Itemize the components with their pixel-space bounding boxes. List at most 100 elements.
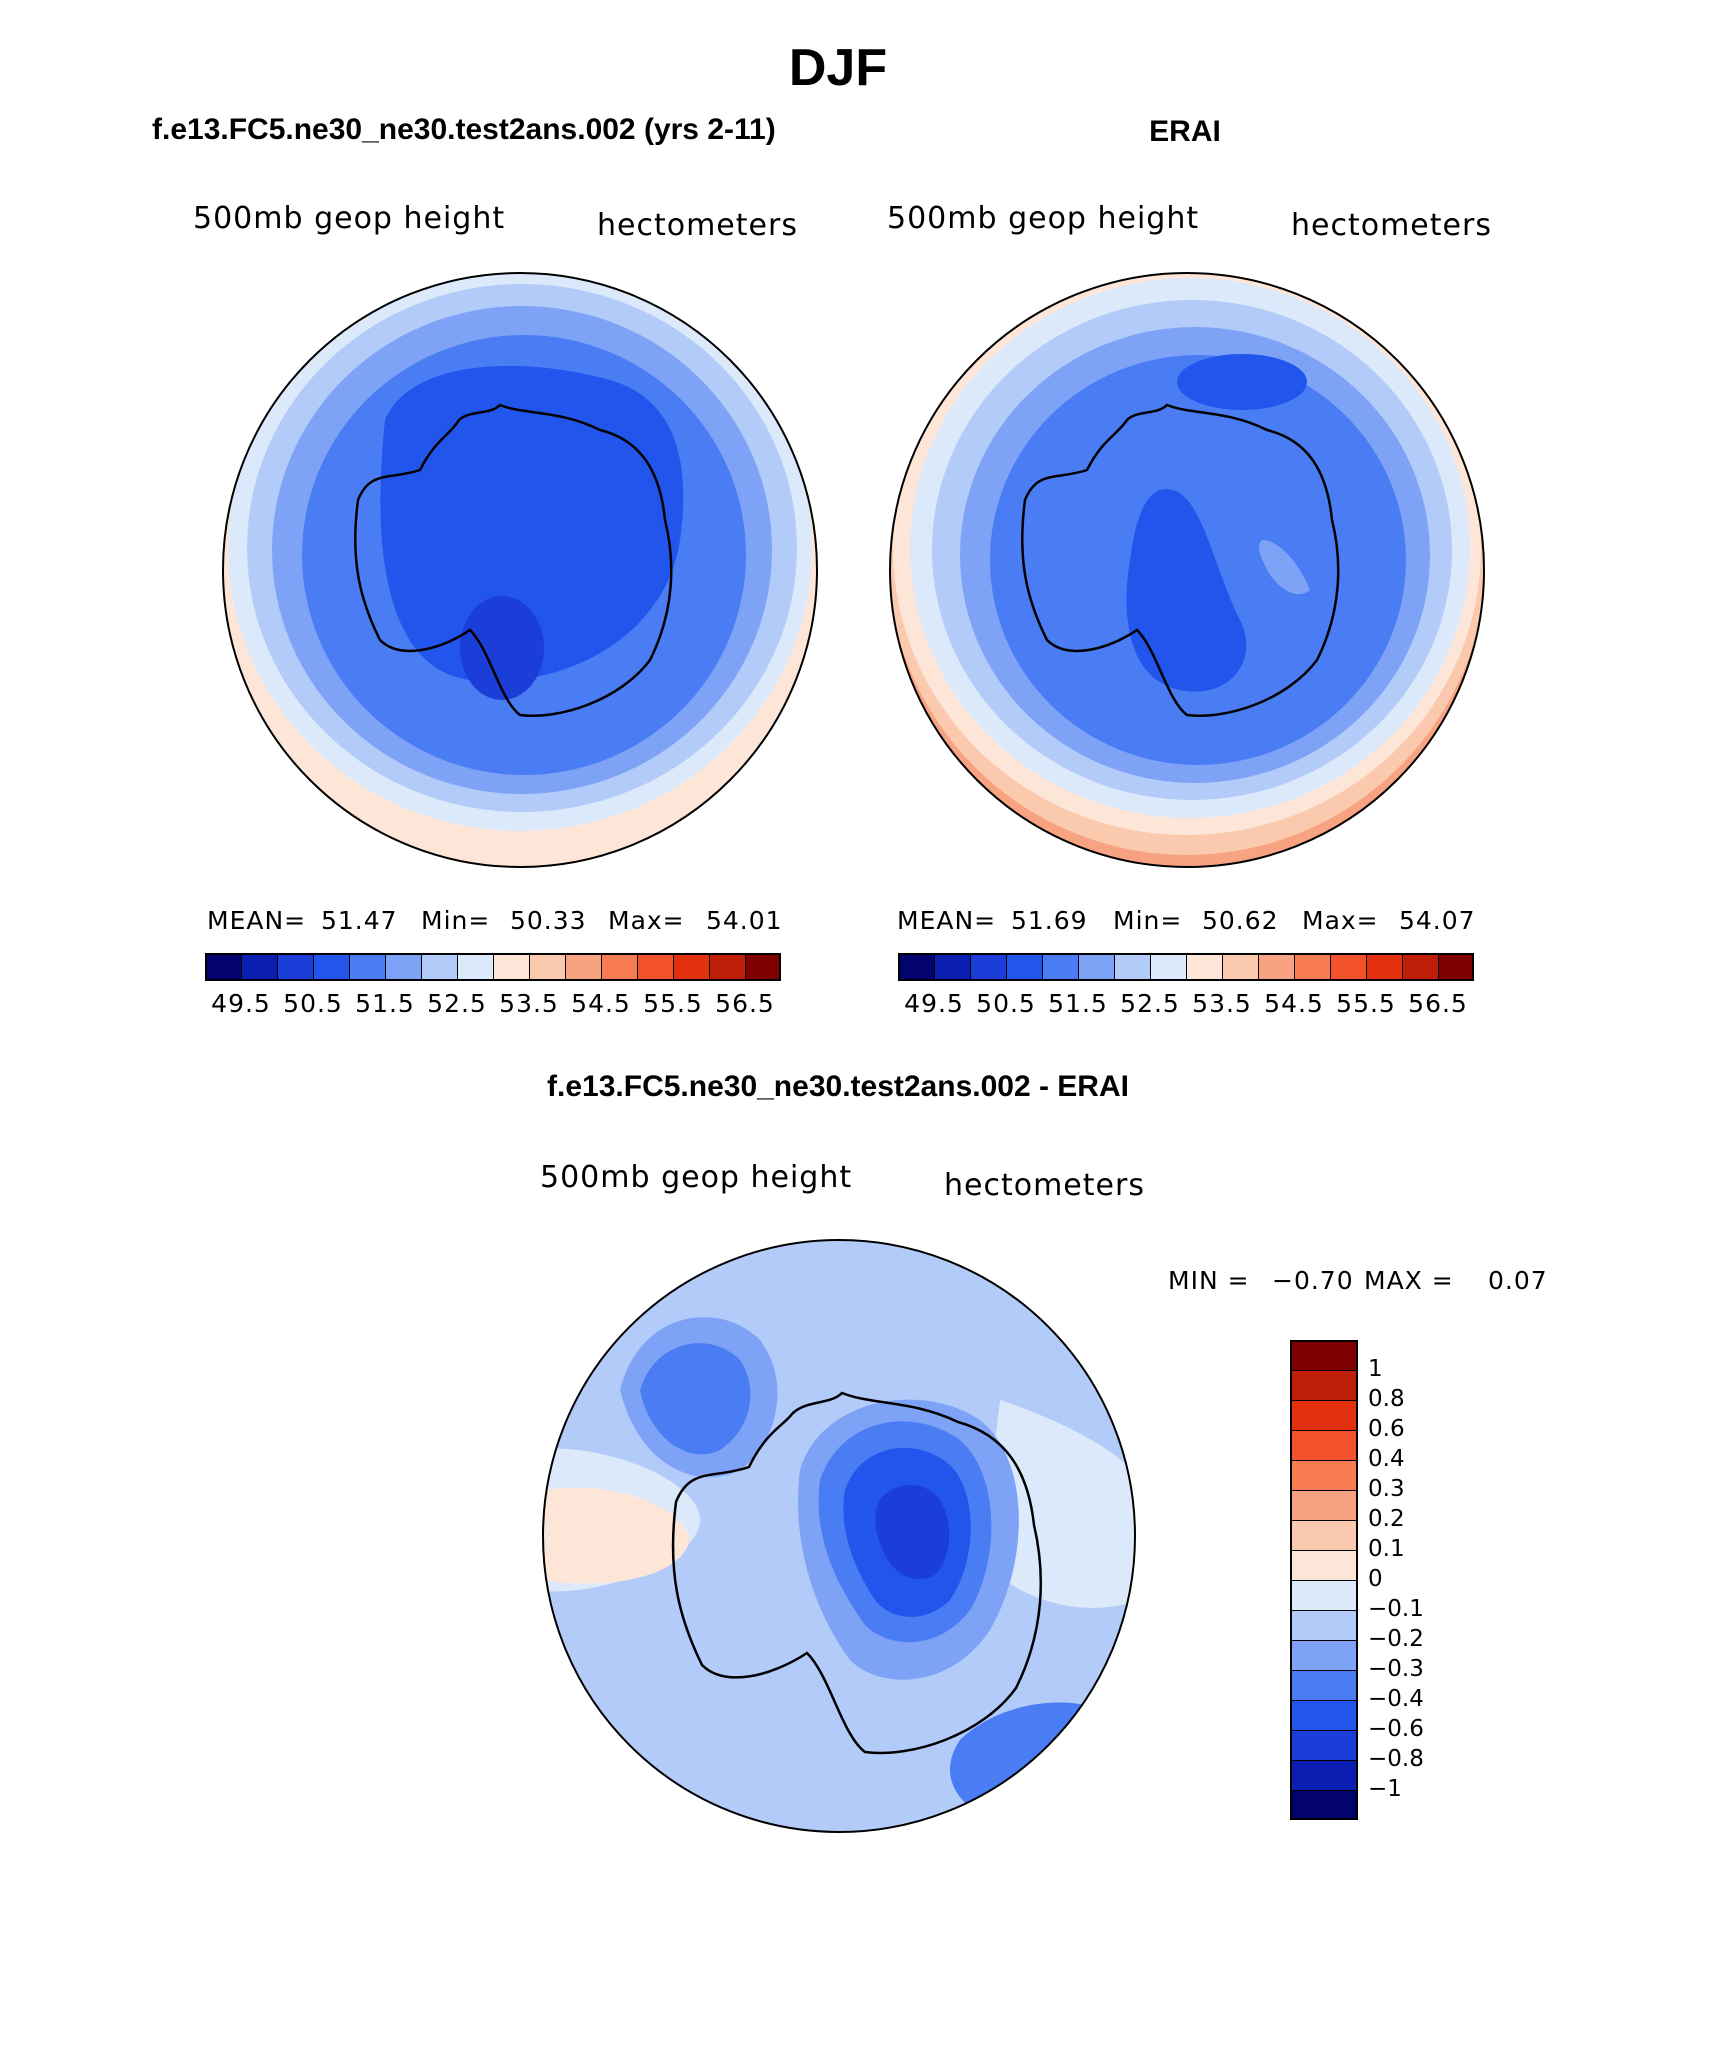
panel3-colorbar-frame bbox=[1290, 1340, 1358, 1820]
panel1-colorbar-swatch bbox=[421, 953, 457, 981]
panel2-colorbar-tick-label: 55.5 bbox=[1336, 989, 1396, 1018]
panel3-colorbar-tick-label: 0.4 bbox=[1368, 1446, 1405, 1472]
panel3-min-label: MIN = bbox=[1168, 1266, 1250, 1295]
panel3-colorbar-swatch bbox=[1290, 1430, 1358, 1460]
panel3-max-value: 0.07 bbox=[1488, 1266, 1548, 1295]
panel1-colorbar-swatch bbox=[673, 953, 709, 981]
panel3-colorbar-tick-label: 0.6 bbox=[1368, 1416, 1405, 1442]
panel1-colorbar-frame bbox=[205, 953, 781, 981]
panel3-colorbar-swatch bbox=[1290, 1490, 1358, 1520]
panel3-colorbar-tick-label: 0.2 bbox=[1368, 1506, 1405, 1532]
panel2-field-label: 500mb geop height bbox=[887, 201, 1200, 236]
panel1-min-value: 50.33 bbox=[510, 906, 587, 935]
panel3-colorbar-swatch bbox=[1290, 1340, 1358, 1370]
panel1-mean-value: 51.47 bbox=[321, 906, 398, 935]
panel1-colorbar-swatch bbox=[601, 953, 637, 981]
panel3-colorbar-tick-label: 0 bbox=[1368, 1566, 1383, 1592]
panel1-colorbar-swatch bbox=[349, 953, 385, 981]
panel3-colorbar-swatch bbox=[1290, 1520, 1358, 1550]
panel1-colorbar-swatch bbox=[313, 953, 349, 981]
panel2-colorbar-tick-label: 56.5 bbox=[1408, 989, 1468, 1018]
panel2-colorbar-swatch bbox=[1078, 953, 1114, 981]
panel2-colorbar-tick-label: 53.5 bbox=[1192, 989, 1252, 1018]
panel2-map-border bbox=[889, 272, 1485, 868]
panel3-title: f.e13.FC5.ne30_ne30.test2ans.002 - ERAI bbox=[547, 1070, 1129, 1103]
panel2-colorbar-tick-label: 52.5 bbox=[1120, 989, 1180, 1018]
panel2-min-value: 50.62 bbox=[1202, 906, 1279, 935]
panel1-colorbar-tick-label: 52.5 bbox=[427, 989, 487, 1018]
panel1-colorbar-swatch bbox=[493, 953, 529, 981]
panel1-colorbar-swatch bbox=[385, 953, 421, 981]
panel3-colorbar-tick-label: −0.8 bbox=[1368, 1746, 1424, 1772]
panel2-colorbar-tick-label: 50.5 bbox=[976, 989, 1036, 1018]
panel3-colorbar-tick-label: 0.1 bbox=[1368, 1536, 1405, 1562]
panel1-colorbar-tick-label: 50.5 bbox=[283, 989, 343, 1018]
panel2-colorbar-swatch bbox=[1186, 953, 1222, 981]
panel3-colorbar-tick-label: 0.8 bbox=[1368, 1386, 1405, 1412]
panel3-colorbar-swatch bbox=[1290, 1760, 1358, 1790]
panel2-colorbar-swatch bbox=[1258, 953, 1294, 981]
panel2-colorbar-swatch bbox=[1114, 953, 1150, 981]
panel1-units-label: hectometers bbox=[597, 208, 798, 243]
panel1-colorbar-tick-label: 54.5 bbox=[571, 989, 631, 1018]
panel3-colorbar-tick-label: −0.2 bbox=[1368, 1626, 1424, 1652]
panel3-max-label: MAX = bbox=[1364, 1266, 1454, 1295]
panel3-colorbar-swatch bbox=[1290, 1730, 1358, 1760]
panel2-max-value: 54.07 bbox=[1399, 906, 1476, 935]
panel1-max-value: 54.01 bbox=[706, 906, 783, 935]
panel2-band-50 bbox=[1126, 489, 1247, 692]
panel3-colorbar-swatch bbox=[1290, 1790, 1358, 1820]
panel1-colorbar-tick-label: 49.5 bbox=[211, 989, 271, 1018]
panel2-colorbar-swatch bbox=[1006, 953, 1042, 981]
panel2-mean-value: 51.69 bbox=[1011, 906, 1088, 935]
panel3-colorbar-swatch bbox=[1290, 1370, 1358, 1400]
panel3-min-value: −0.70 bbox=[1272, 1266, 1354, 1295]
panel1-field-label: 500mb geop height bbox=[193, 201, 506, 236]
panel1-colorbar-swatch bbox=[565, 953, 601, 981]
panel1-coastline bbox=[353, 403, 673, 717]
panel3-colorbar-tick-label: 1 bbox=[1368, 1356, 1383, 1382]
panel2-colorbar-frame bbox=[898, 953, 1474, 981]
panel2-units-label: hectometers bbox=[1291, 208, 1492, 243]
panel3-field-label: 500mb geop height bbox=[540, 1160, 853, 1195]
panel3-colorbar-swatch bbox=[1290, 1610, 1358, 1640]
panel3-band-0.4-nw bbox=[640, 1343, 751, 1455]
panel1-colorbar-swatch bbox=[277, 953, 313, 981]
panel1-colorbar-tick-label: 53.5 bbox=[499, 989, 559, 1018]
panel3-min-core bbox=[875, 1485, 950, 1579]
panel2-colorbar-tick-label: 54.5 bbox=[1264, 989, 1324, 1018]
panel3-colorbar-tick-label: −0.1 bbox=[1368, 1596, 1424, 1622]
panel2-colorbar-swatch bbox=[934, 953, 970, 981]
panel1-colorbar-tick-label: 55.5 bbox=[643, 989, 703, 1018]
panel2-colorbar-swatch bbox=[1402, 953, 1438, 981]
panel2-coastline bbox=[1020, 403, 1340, 717]
panel1-colorbar-swatch bbox=[241, 953, 277, 981]
panel1-mean-label: MEAN= bbox=[207, 906, 307, 935]
panel3-colorbar-tick-label: −0.4 bbox=[1368, 1686, 1424, 1712]
panel3-colorbar-swatch bbox=[1290, 1700, 1358, 1730]
panel1-map-border bbox=[222, 272, 818, 868]
panel3-colorbar-swatch bbox=[1290, 1670, 1358, 1700]
panel3-units-label: hectometers bbox=[944, 1168, 1145, 1203]
panel1-colorbar-swatch bbox=[637, 953, 673, 981]
panel3-colorbar-swatch bbox=[1290, 1400, 1358, 1430]
panel2-colorbar-swatch bbox=[1438, 953, 1474, 981]
panel2-colorbar-swatch bbox=[1222, 953, 1258, 981]
panel3-colorbar-tick-label: −1 bbox=[1368, 1776, 1402, 1802]
panel3-colorbar-swatch bbox=[1290, 1550, 1358, 1580]
page-title: DJF bbox=[788, 39, 888, 97]
panel3-colorbar-swatch bbox=[1290, 1640, 1358, 1670]
panel2-title: ERAI bbox=[1149, 115, 1221, 148]
panel3-positive-patch bbox=[545, 1487, 690, 1584]
panel1-colorbar-swatch bbox=[457, 953, 493, 981]
panel1-colorbar-swatch bbox=[745, 953, 781, 981]
panel2-ridge bbox=[1259, 540, 1310, 595]
panel1-max-label: Max= bbox=[608, 906, 685, 935]
panel3-coastline bbox=[671, 1391, 1043, 1755]
panel2-map bbox=[890, 273, 1484, 867]
panel2-colorbar-swatch bbox=[1294, 953, 1330, 981]
panel2-mean-label: MEAN= bbox=[897, 906, 997, 935]
panel3-map bbox=[543, 1240, 1135, 1832]
panel3-band-0.1-east bbox=[980, 1400, 1135, 1608]
panel1-colorbar-swatch bbox=[205, 953, 241, 981]
